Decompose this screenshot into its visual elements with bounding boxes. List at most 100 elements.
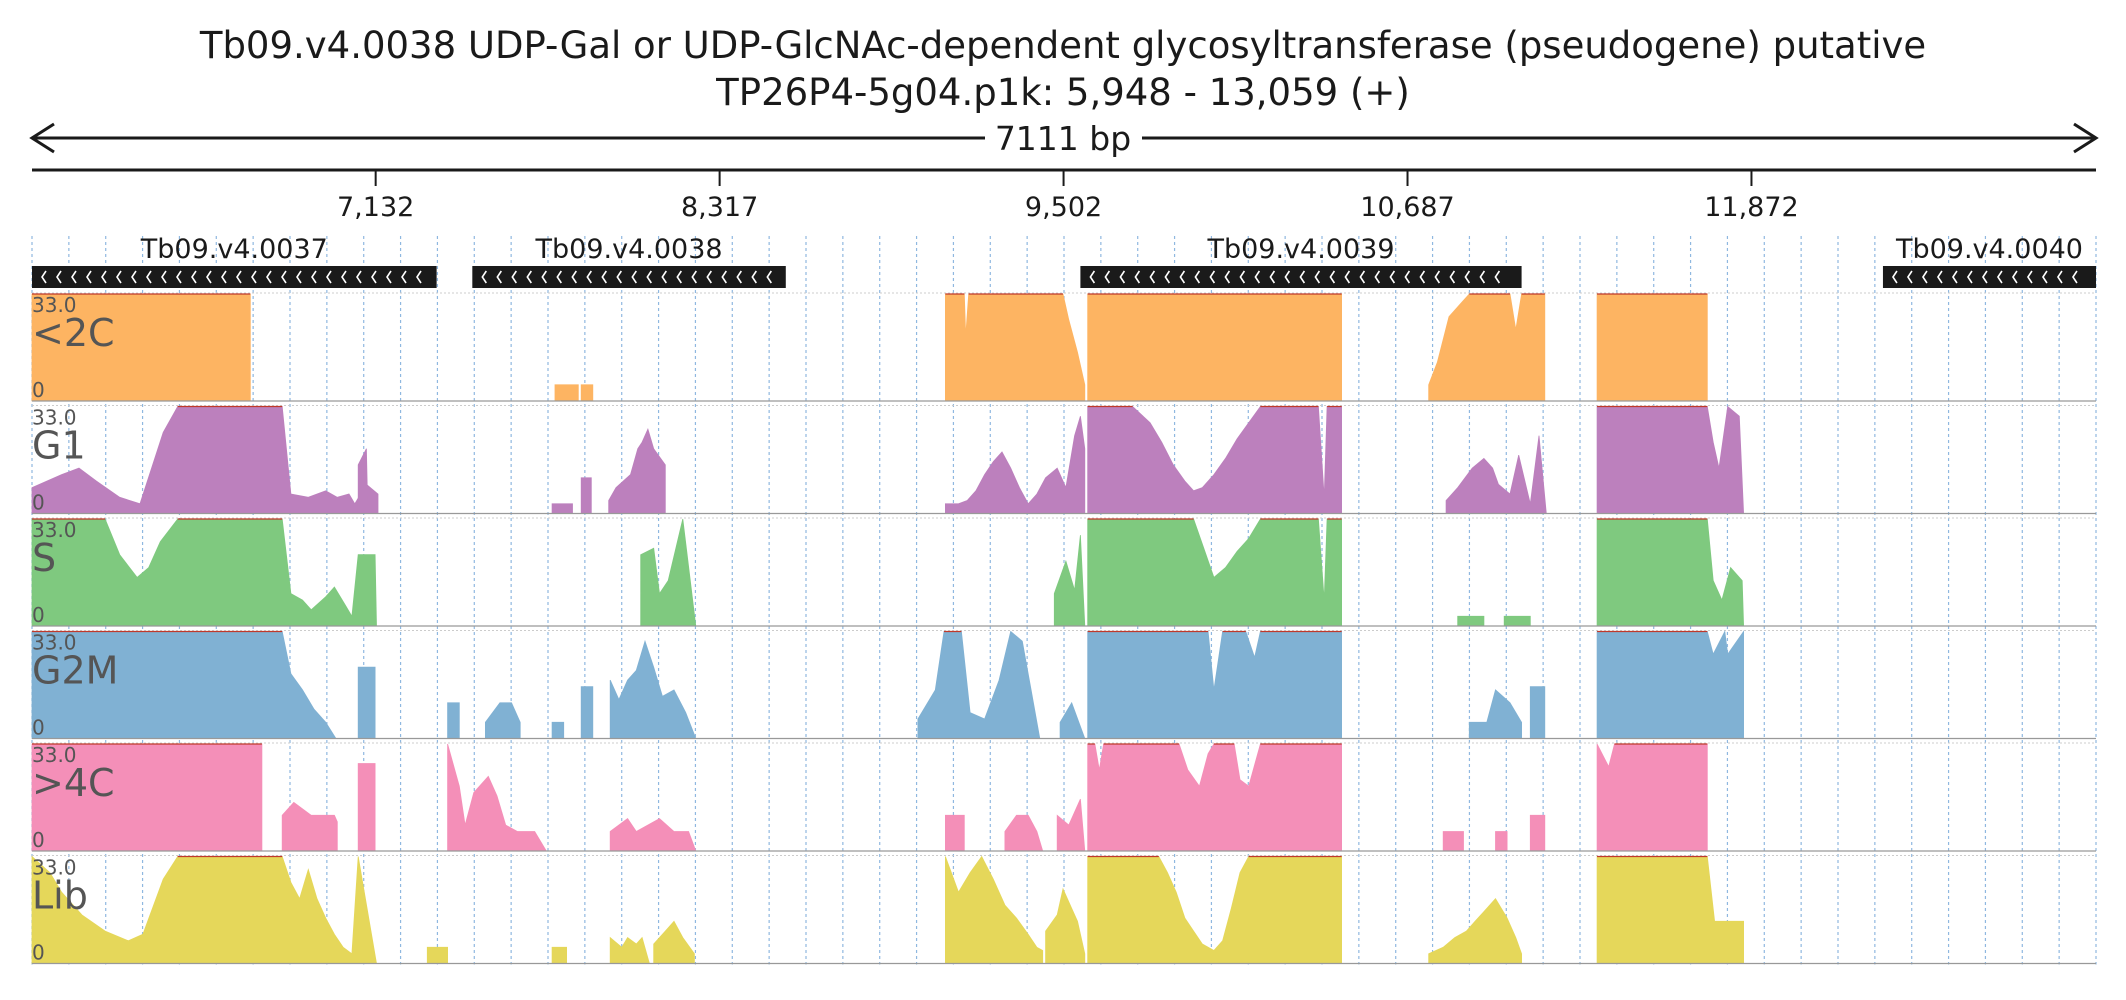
strand-arrow-icon xyxy=(326,270,332,284)
strand-arrow-icon xyxy=(116,270,122,284)
strand-arrow-icon xyxy=(1951,270,1958,284)
coverage-area xyxy=(1596,743,1708,852)
track-name-label: Lib xyxy=(32,874,88,918)
coverage-area xyxy=(1428,293,1546,402)
strand-arrow-icon xyxy=(341,270,347,284)
strand-arrow-icon xyxy=(1254,270,1261,284)
gene-label: Tb09.v4.0040 xyxy=(1895,234,2083,265)
strand-arrow-icon xyxy=(676,270,682,284)
strand-arrow-icon xyxy=(356,270,362,284)
strand-arrow-icon xyxy=(1981,270,1988,284)
strand-arrow-icon xyxy=(1224,270,1231,284)
track-ymax-label: 33.0 xyxy=(32,293,77,317)
track-gt4c: 33.0 0 >4C xyxy=(31,742,2096,852)
track-ymin-label: 0 xyxy=(32,491,45,515)
strand-arrow-icon xyxy=(1344,270,1351,284)
coverage-area xyxy=(1087,743,1342,852)
coverage-area xyxy=(447,743,548,852)
span-label: 7111 bp xyxy=(995,119,1131,158)
strand-arrow-icon xyxy=(1269,270,1276,284)
strand-arrow-icon xyxy=(571,270,577,284)
coverage-area xyxy=(1442,831,1464,852)
strand-arrow-icon xyxy=(206,270,212,284)
coverage-area xyxy=(551,721,565,739)
coverage-area xyxy=(1457,615,1485,627)
strand-arrow-icon xyxy=(2041,270,2048,284)
coverage-area xyxy=(1056,798,1086,852)
coverage-area xyxy=(653,920,695,964)
track-lt2c: 33.0 0 <2C xyxy=(31,292,2096,402)
gene-bar xyxy=(1882,266,2096,288)
strand-arrow-icon xyxy=(481,270,487,284)
strand-arrow-icon xyxy=(1434,270,1441,284)
chart-title-line1: Tb09.v4.0038 UDP-Gal or UDP-GlcNAc-depen… xyxy=(199,24,1926,67)
track-ymax-label: 33.0 xyxy=(32,856,77,880)
track-ymax-label: 33.0 xyxy=(32,518,77,542)
coverage-area xyxy=(1087,631,1342,739)
coverage-area xyxy=(1596,405,1745,514)
strand-arrow-icon xyxy=(236,270,242,284)
tick-label: 11,872 xyxy=(1704,192,1798,223)
coverage-area xyxy=(1004,814,1044,852)
coverage-area xyxy=(1087,856,1342,964)
coverage-area xyxy=(485,702,521,739)
coverage-area xyxy=(1045,887,1086,964)
strand-arrow-icon xyxy=(266,270,272,284)
track-ymax-label: 33.0 xyxy=(32,406,77,430)
strand-arrow-icon xyxy=(661,270,667,284)
strand-arrow-icon xyxy=(1134,270,1141,284)
span-arrowhead-right xyxy=(2073,122,2099,154)
coverage-area xyxy=(1087,406,1342,514)
coverage-area xyxy=(1495,831,1508,852)
strand-arrow-icon xyxy=(586,270,592,284)
coverage-area xyxy=(31,518,377,627)
gene-label: Tb09.v4.0039 xyxy=(1206,234,1394,265)
coverage-area xyxy=(357,763,376,852)
tick-label: 10,687 xyxy=(1360,192,1454,223)
strand-arrow-icon xyxy=(1284,270,1291,284)
coverage-area xyxy=(945,293,1086,402)
strand-arrow-icon xyxy=(616,270,622,284)
track-ymin-label: 0 xyxy=(32,716,45,740)
strand-arrow-icon xyxy=(526,270,532,284)
strand-arrow-icon xyxy=(311,270,317,284)
coverage-area xyxy=(1428,898,1522,964)
strand-arrow-icon xyxy=(1479,270,1486,284)
tick-label: 8,317 xyxy=(681,192,758,223)
strand-arrow-icon xyxy=(1299,270,1306,284)
coverage-area xyxy=(426,946,448,964)
coverage-area xyxy=(609,936,650,964)
coverage-area xyxy=(1059,701,1086,739)
strand-arrow-icon xyxy=(86,270,92,284)
coverage-area xyxy=(281,801,338,852)
coverage-area xyxy=(1468,689,1522,739)
coordinate-axis: 7,132 8,317 9,502 10,687 11,872 xyxy=(32,168,2096,223)
track-name-label: >4C xyxy=(32,761,115,805)
gene-bar xyxy=(32,266,437,288)
gene-tb09-v4-0040: Tb09.v4.0040 xyxy=(1882,234,2096,288)
coverage-area xyxy=(609,818,697,852)
strand-arrow-icon xyxy=(1906,270,1913,284)
strand-arrow-icon xyxy=(1359,270,1366,284)
coverage-area xyxy=(945,814,965,852)
strand-arrow-icon xyxy=(601,270,607,284)
coverage-area xyxy=(357,448,369,514)
coverage-area xyxy=(945,416,1086,514)
track-ymin-label: 0 xyxy=(32,828,45,852)
strand-arrow-icon xyxy=(221,270,227,284)
strand-arrow-icon xyxy=(706,270,712,284)
coverage-area xyxy=(608,428,666,514)
strand-arrow-icon xyxy=(1239,270,1246,284)
coverage-area xyxy=(580,384,594,402)
coverage-area xyxy=(609,639,697,739)
coverage-area xyxy=(1053,535,1086,627)
strand-arrow-icon xyxy=(1329,270,1336,284)
strand-arrow-icon xyxy=(541,270,547,284)
gene-tb09-v4-0038: Tb09.v4.0038 xyxy=(472,234,786,288)
strand-arrow-icon xyxy=(1966,270,1973,284)
track-name-label: S xyxy=(32,536,56,580)
track-ymin-label: 0 xyxy=(32,603,45,627)
strand-arrow-icon xyxy=(2026,270,2033,284)
header: Tb09.v4.0038 UDP-Gal or UDP-GlcNAc-depen… xyxy=(199,24,1926,114)
